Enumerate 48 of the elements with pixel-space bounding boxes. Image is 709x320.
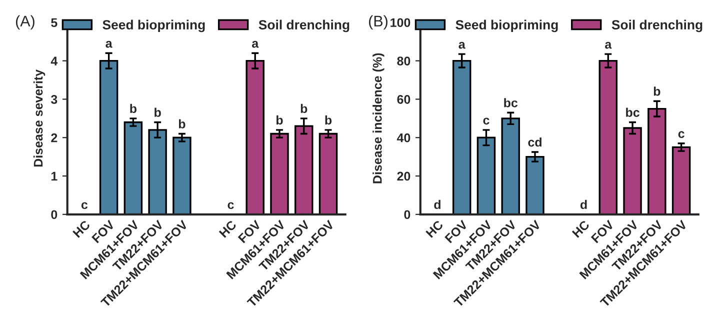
y-tick-label: 1: [51, 172, 58, 181]
y-axis-title: Disease incidence (%): [372, 53, 384, 184]
data-label: bc: [504, 98, 518, 108]
data-label: c: [483, 118, 490, 125]
data-label: b: [300, 104, 308, 114]
data-label: c: [678, 131, 684, 138]
data-label: b: [130, 104, 136, 114]
data-label: b: [154, 108, 161, 117]
y-tick-label: 100: [390, 18, 410, 28]
y-tick-label: 2: [51, 133, 58, 142]
data-label: a: [605, 42, 612, 49]
y-tick-label: 80: [397, 56, 410, 66]
data-label: bc: [626, 108, 640, 117]
y-tick-label: 40: [396, 133, 410, 142]
data-label: c: [228, 202, 234, 210]
y-tick-label: 20: [397, 172, 410, 181]
y-tick-label: 60: [397, 95, 410, 104]
data-label: a: [458, 42, 466, 49]
legend-label: Seed biopriming: [456, 20, 558, 32]
y-tick-label: 0: [404, 210, 410, 220]
bar: [124, 121, 143, 214]
data-label: d: [434, 200, 440, 210]
legend-label: Soil drenching: [612, 20, 702, 32]
bar: [623, 127, 642, 214]
y-tick-label: 3: [50, 95, 58, 104]
data-label: b: [325, 115, 332, 125]
legend-label: Soil drenching: [258, 20, 350, 32]
data-label: a: [252, 40, 259, 48]
bar: [318, 132, 338, 214]
chart-title: (B): [369, 15, 388, 30]
data-label: d: [580, 200, 587, 210]
legend-label: Seed biopriming: [102, 20, 205, 32]
bar: [672, 146, 691, 214]
chart-title: (A): [16, 15, 34, 30]
y-tick-label: 5: [51, 18, 58, 28]
y-tick-label: 0: [51, 210, 58, 220]
y-axis-title: Disease severity: [33, 69, 46, 167]
data-label: b: [654, 86, 660, 96]
bar: [526, 156, 544, 214]
data-label: a: [106, 40, 112, 48]
bar: [501, 118, 520, 214]
data-label: c: [81, 202, 88, 210]
data-label: b: [178, 119, 186, 128]
y-tick-label: 4: [50, 56, 58, 66]
data-label: b: [276, 115, 283, 125]
bar: [270, 132, 289, 214]
data-label: cd: [528, 137, 542, 147]
bar: [172, 136, 192, 214]
